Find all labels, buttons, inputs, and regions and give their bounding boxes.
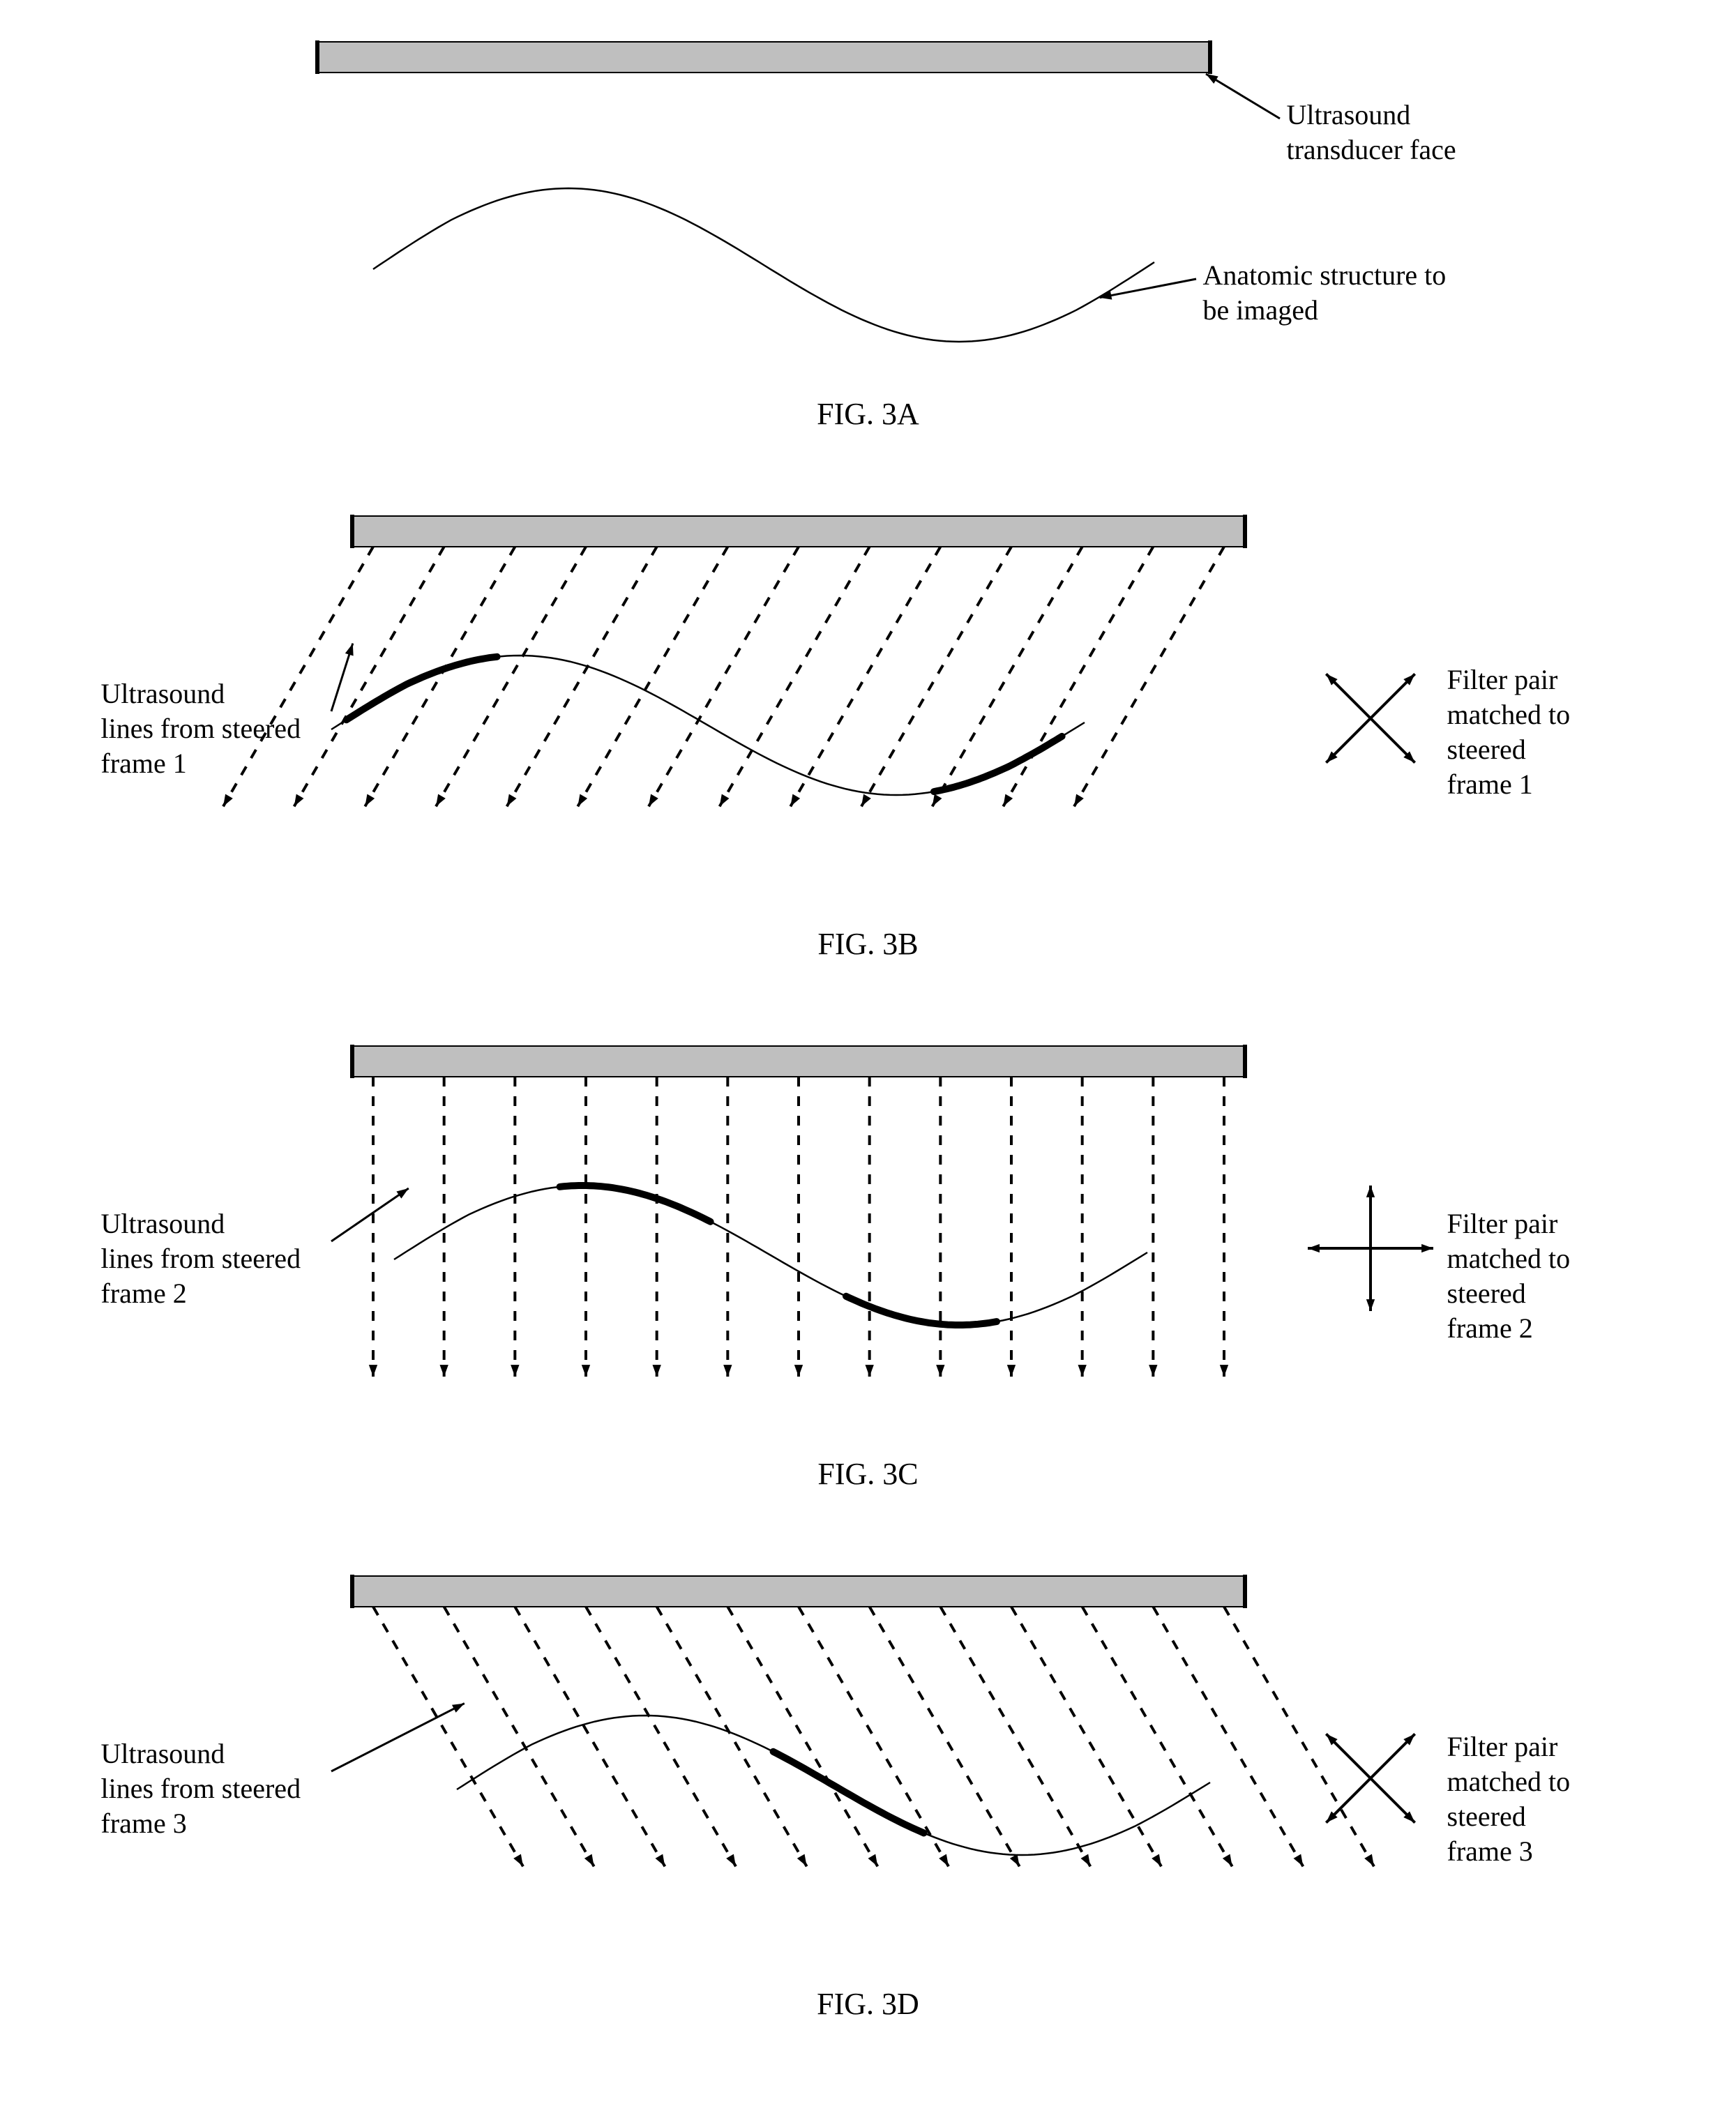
label-transducer-face: Ultrasound transducer face [1287, 98, 1456, 167]
label-filter-3c: Filter pair matched to steered frame 2 [1447, 1206, 1571, 1346]
label-filter-3b: Filter pair matched to steered frame 1 [1447, 662, 1571, 802]
label-anatomic-structure: Anatomic structure to be imaged [1203, 258, 1447, 328]
label-filter-3d: Filter pair matched to steered frame 3 [1447, 1729, 1571, 1869]
panel-3c: FIG. 3C Ultrasound lines from steered fr… [31, 1032, 1705, 1478]
caption-3b: FIG. 3B [31, 926, 1705, 962]
panel-3a: FIG. 3A Ultrasound transducer face Anato… [31, 28, 1705, 418]
figure-page: FIG. 3A Ultrasound transducer face Anato… [31, 28, 1705, 2008]
caption-3d: FIG. 3D [31, 1986, 1705, 2022]
panel-3d: FIG. 3D Ultrasound lines from steered fr… [31, 1562, 1705, 2008]
caption-3a: FIG. 3A [31, 396, 1705, 432]
caption-3c: FIG. 3C [31, 1456, 1705, 1492]
panel-3b: FIG. 3B Ultrasound lines from steered fr… [31, 502, 1705, 948]
label-lines-3d: Ultrasound lines from steered frame 3 [101, 1736, 301, 1841]
label-lines-3b: Ultrasound lines from steered frame 1 [101, 676, 301, 781]
label-lines-3c: Ultrasound lines from steered frame 2 [101, 1206, 301, 1311]
panel-3a-svg [31, 28, 1705, 391]
